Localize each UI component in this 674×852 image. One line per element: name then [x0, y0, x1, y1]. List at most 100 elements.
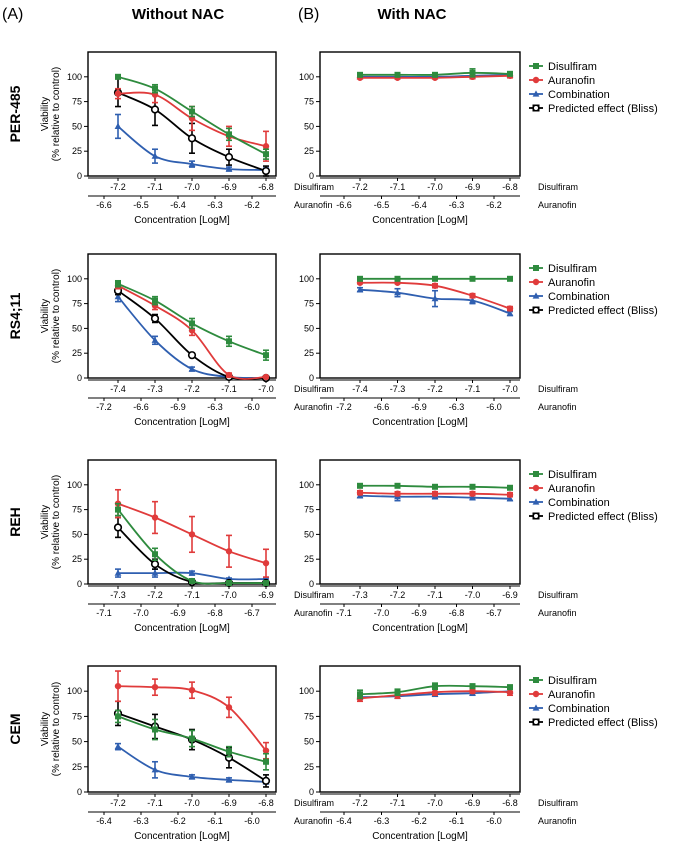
- x-secondary-tick-label: -6.1: [449, 816, 465, 826]
- square-marker: [432, 483, 438, 490]
- x-primary-tick-label: -7.2: [147, 590, 163, 600]
- x-primary-axis-name: Disulfiram: [294, 590, 334, 600]
- square-marker: [189, 320, 195, 327]
- x-primary-tick-label: -7.0: [258, 384, 274, 394]
- square-marker: [357, 691, 363, 698]
- x-primary-tick-label: -6.9: [221, 182, 237, 192]
- circle-marker: [262, 143, 270, 150]
- x-primary-tick-label: -7.2: [352, 798, 368, 808]
- x-primary-tick-label: -7.1: [390, 182, 406, 192]
- x-primary-tick-label: -7.2: [352, 182, 368, 192]
- panel-a-label: (A): [2, 6, 23, 23]
- y-axis-label-line1: Viability: [40, 505, 51, 539]
- x-secondary-tick-label: -6.9: [411, 402, 427, 412]
- x-secondary-tick-label: -6.9: [170, 608, 186, 618]
- legend-text: Combination: [548, 89, 610, 101]
- square-marker: [507, 70, 513, 77]
- square-marker: [469, 275, 476, 282]
- x-secondary-tick-label: -6.4: [336, 816, 352, 826]
- circle-marker: [532, 278, 540, 286]
- triangle-marker: [469, 494, 476, 501]
- panel-a-title: Without NAC: [132, 6, 225, 23]
- x-secondary-tick-label: -6.7: [486, 608, 502, 618]
- square-marker: [263, 151, 269, 158]
- legend-text: Auranofin: [548, 689, 595, 701]
- square-marker: [469, 69, 476, 76]
- x-primary-tick-label: -6.8: [258, 798, 274, 808]
- x-secondary-tick-label: -6.0: [244, 816, 260, 826]
- triangle-marker: [188, 773, 196, 780]
- triangle-marker: [114, 569, 122, 576]
- circle-marker: [151, 683, 159, 691]
- x-secondary-axis-name: Auranofin: [294, 608, 333, 618]
- x-secondary-tick-label: -6.3: [133, 816, 149, 826]
- square-marker: [189, 108, 195, 115]
- x-secondary-tick-label: -6.6: [133, 402, 149, 412]
- y-axis-label-line1: Viability: [40, 299, 51, 333]
- x-primary-tick-label: -7.0: [502, 384, 518, 394]
- series-auranofin: [114, 488, 270, 578]
- square-marker: [357, 275, 363, 282]
- square-marker: [507, 275, 513, 282]
- series-disulfiram: [357, 682, 513, 700]
- triangle-marker: [431, 295, 439, 302]
- y-tick-label: 50: [72, 121, 82, 131]
- x-primary-tick-label: -7.2: [390, 590, 406, 600]
- x-primary-tick-label: -6.9: [221, 798, 237, 808]
- square-marker: [226, 131, 232, 138]
- x-axis-label: Concentration [LogM]: [134, 623, 230, 634]
- plot-frame: [319, 51, 521, 177]
- triangle-marker: [225, 776, 233, 783]
- circle-marker: [506, 305, 514, 312]
- legend-open-circle: [534, 106, 538, 110]
- y-tick-label: 0: [77, 579, 82, 589]
- x-primary-tick-label: -7.2: [110, 182, 126, 192]
- x-primary-tick-label: -7.3: [352, 590, 368, 600]
- x-primary-tick-label: -7.1: [147, 182, 163, 192]
- square-marker: [152, 551, 158, 558]
- y-tick-label: 25: [72, 762, 82, 772]
- chart-0: 0 25 50 75 100 Viability (% relative to contro…: [7, 51, 334, 226]
- circle-marker: [532, 76, 540, 84]
- circle-marker: [506, 491, 514, 498]
- x-secondary-tick-label: -7.1: [336, 608, 352, 618]
- triangle-marker: [356, 286, 364, 293]
- circle-marker: [394, 490, 401, 497]
- x-secondary-axis-name: Auranofin: [538, 816, 577, 826]
- triangle-marker: [188, 365, 196, 372]
- x-secondary-tick-label: -6.0: [244, 402, 260, 412]
- triangle-marker: [114, 122, 122, 129]
- chart-6: 0 25 50 75 100 Viability (% relative to contro…: [7, 665, 334, 842]
- x-primary-tick-label: -7.1: [147, 798, 163, 808]
- x-secondary-tick-label: -6.8: [207, 608, 223, 618]
- y-tick-label: 25: [72, 348, 82, 358]
- x-primary-axis-name: Disulfiram: [538, 182, 578, 192]
- open-circle-marker: [150, 560, 160, 569]
- y-axis-label-line2: (% relative to control): [51, 682, 62, 776]
- x-primary-tick-label: -7.1: [221, 384, 237, 394]
- x-secondary-tick-label: -6.0: [486, 402, 502, 412]
- square-marker: [115, 713, 121, 720]
- square-marker: [357, 71, 363, 78]
- square-marker: [263, 580, 269, 587]
- y-tick-label: 100: [299, 480, 314, 490]
- x-secondary-axis-name: Auranofin: [538, 402, 577, 412]
- x-primary-tick-label: -6.8: [502, 798, 518, 808]
- y-tick-label: 75: [304, 711, 314, 721]
- triangle-marker: [532, 90, 540, 97]
- x-axis-label: Concentration [LogM]: [134, 417, 230, 428]
- circle-marker: [469, 688, 476, 695]
- circle-marker: [431, 689, 439, 696]
- x-secondary-tick-label: -6.3: [207, 200, 223, 210]
- chart-3: 0 25 50 75 100 -7.4 -7.3 -7.2 -7.1 -7.0 Disulfiram…: [299, 253, 658, 428]
- panel-b-title: With NAC: [377, 6, 446, 23]
- triangle-marker: [114, 743, 122, 750]
- y-tick-label: 100: [299, 274, 314, 284]
- series-combination: [356, 286, 514, 317]
- square-marker: [115, 280, 121, 287]
- x-axis-label: Concentration [LogM]: [134, 831, 230, 842]
- series-auranofin: [356, 688, 514, 703]
- circle-marker: [262, 373, 270, 381]
- x-secondary-tick-label: -6.4: [411, 200, 427, 210]
